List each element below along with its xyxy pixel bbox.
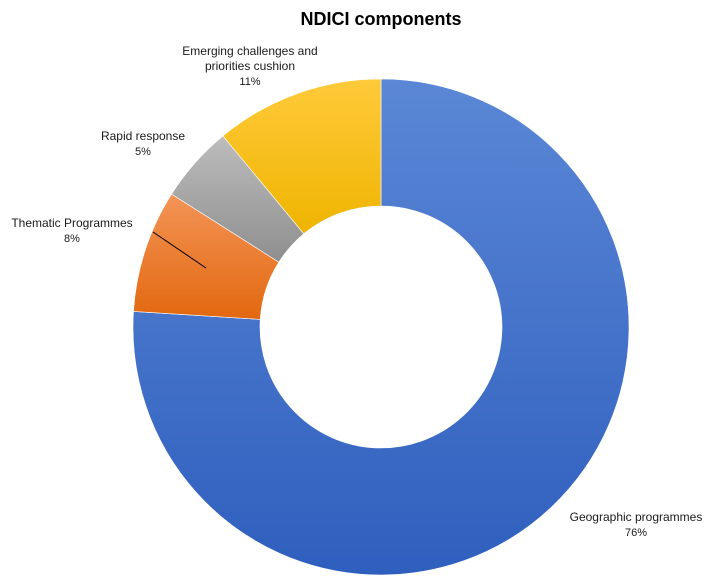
slice-label-rapid-response: Rapid response 5% — [101, 129, 185, 158]
chart-title: NDICI components — [300, 9, 461, 29]
slice-value-geographic-programmes: 76% — [625, 527, 647, 539]
slice-label-geographic-programmes: Geographic programmes 76% — [570, 510, 703, 539]
slices-group — [132, 78, 630, 576]
slice-value-emerging-challenges-and-priorities-cushion: 11% — [239, 76, 260, 88]
slice-label-emerging-challenges-and-priorities-cushion: Emerging challenges and priorities cushio… — [182, 44, 317, 88]
slice-label-thematic-programmes: Thematic Programmes 8% — [11, 216, 132, 245]
slice-emerging-challenges-and-priorities-cushion — [222, 78, 382, 235]
slice-geographic-programmes — [132, 78, 630, 576]
leader-line-thematic-programmes — [152, 231, 207, 269]
labels-group: Geographic programmes 76% Thematic Program… — [11, 44, 702, 539]
slice-value-thematic-programmes: 8% — [64, 233, 80, 245]
slice-value-rapid-response: 5% — [135, 146, 151, 158]
